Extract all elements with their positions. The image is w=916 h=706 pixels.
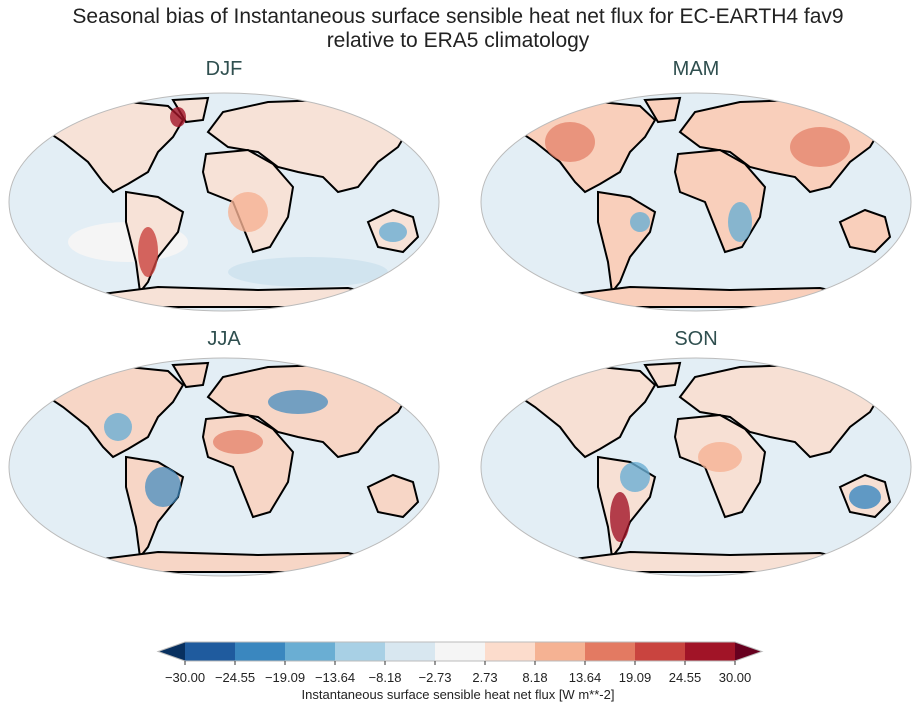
panel-title-djf: DJF [205, 58, 243, 80]
colorbar-bin [585, 642, 635, 661]
colorbar-tick-label: 19.09 [618, 670, 652, 685]
colorbar-label: Instantaneous surface sensible heat net … [301, 687, 615, 702]
colorbar-extend-low [158, 642, 185, 661]
map-mam [480, 92, 912, 312]
colorbar-tick-label: −24.55 [214, 670, 256, 685]
colorbar-bin [435, 642, 485, 661]
colorbar-tick-label: 2.73 [472, 670, 498, 685]
map-son [480, 357, 912, 577]
figure-title-line2: relative to ERA5 climatology [326, 29, 590, 52]
figure-title-line1: Seasonal bias of Instantaneous surface s… [72, 5, 844, 28]
panel-title-jja: JJA [207, 328, 241, 350]
colorbar-bin [335, 642, 385, 661]
colorbar-tick-label: −13.64 [314, 670, 356, 685]
colorbar-bin [485, 642, 535, 661]
colorbar-tick-label: −19.09 [264, 670, 306, 685]
colorbar-bin [235, 642, 285, 661]
map-jja [8, 357, 440, 577]
colorbar-bin [185, 642, 235, 661]
colorbar-tick-label: 13.64 [568, 670, 602, 685]
colorbar-tick-label: 8.18 [522, 670, 548, 685]
panel-title-mam: MAM [672, 58, 720, 80]
colorbar-tick-label: −2.73 [418, 670, 452, 685]
colorbar-bin [535, 642, 585, 661]
colorbar-bin [385, 642, 435, 661]
colorbar-bin [635, 642, 685, 661]
panel-title-son: SON [674, 328, 718, 350]
map-djf [8, 92, 440, 312]
colorbar-extend-high [735, 642, 762, 661]
colorbar [156, 641, 764, 665]
colorbar-tick-label: 30.00 [718, 670, 752, 685]
colorbar-tick-label: 24.55 [668, 670, 702, 685]
colorbar-bin [685, 642, 735, 661]
colorbar-bin [285, 642, 335, 661]
colorbar-tick-label: −30.00 [164, 670, 206, 685]
colorbar-tick-label: −8.18 [368, 670, 402, 685]
